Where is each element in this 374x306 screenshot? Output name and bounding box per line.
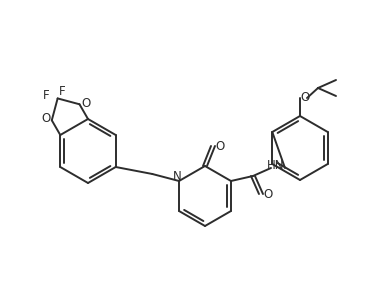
Text: N: N [173,170,181,182]
Text: O: O [215,140,225,152]
Text: O: O [263,188,273,200]
Text: O: O [81,97,90,110]
Text: O: O [41,112,50,125]
Text: HN: HN [267,159,285,171]
Text: O: O [300,91,310,103]
Text: F: F [59,85,66,98]
Text: F: F [43,89,50,102]
